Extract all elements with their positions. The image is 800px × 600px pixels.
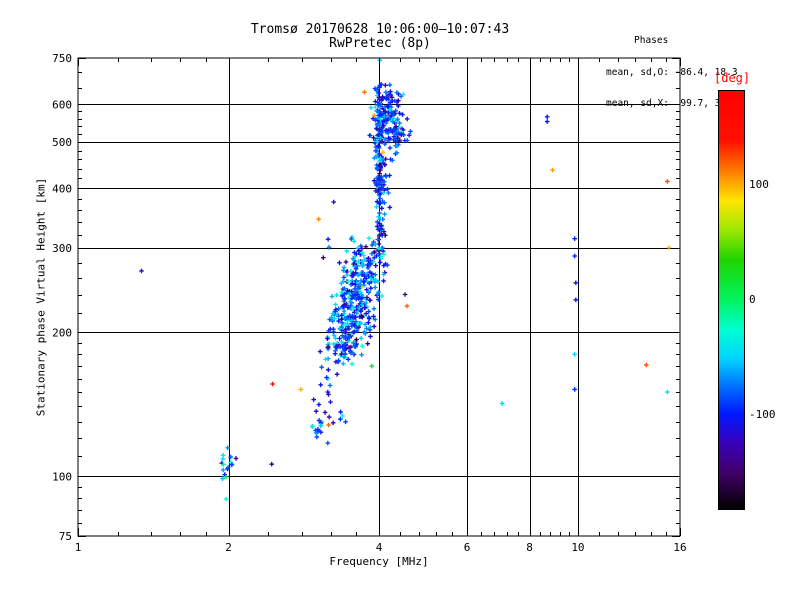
x-tick-label: 10	[571, 541, 584, 554]
colorbar-tick-100: 100	[749, 178, 769, 191]
x-axis-label: Frequency [MHz]	[329, 555, 429, 568]
y-tick-label: 75	[59, 530, 72, 543]
x-tick-label: 4	[376, 541, 383, 554]
y-tick-label: 200	[52, 326, 72, 339]
phase-colorbar	[718, 90, 745, 510]
y-tick-labels: 75 100 200 300 400 500 600 750	[52, 52, 72, 543]
x-tick-label: 16	[673, 541, 686, 554]
x-tick-label: 1	[75, 541, 82, 554]
y-tick-label: 400	[52, 182, 72, 195]
colorbar-tick-0: 0	[749, 293, 756, 306]
y-tick-label: 750	[52, 52, 72, 65]
x-tick-label: 6	[464, 541, 471, 554]
y-tick-label: 300	[52, 242, 72, 255]
phase-stats-heading: Phases	[634, 35, 669, 46]
y-tick-label: 500	[52, 136, 72, 149]
scatter-points	[139, 58, 672, 502]
phase-stats-o-mode: mean, sd,O: -86.4, 18.3	[606, 66, 738, 78]
plot-title: Tromsø 20170628 10:06:00–10:07:43	[250, 22, 510, 37]
colorbar-unit-label: [deg]	[714, 71, 751, 85]
axis-ticks	[78, 58, 681, 537]
x-tick-label: 2	[225, 541, 232, 554]
plot-subtitle: RwPretec (8p)	[329, 36, 431, 51]
colorbar-tick-neg100: -100	[749, 408, 776, 421]
y-tick-label: 600	[52, 98, 72, 111]
y-tick-label: 100	[52, 470, 72, 483]
y-axis-label: Stationary phase Virtual Height [km]	[34, 177, 48, 417]
x-tick-labels: 1 2 4 6 8 10 16	[75, 541, 687, 554]
x-tick-label: 8	[526, 541, 533, 554]
